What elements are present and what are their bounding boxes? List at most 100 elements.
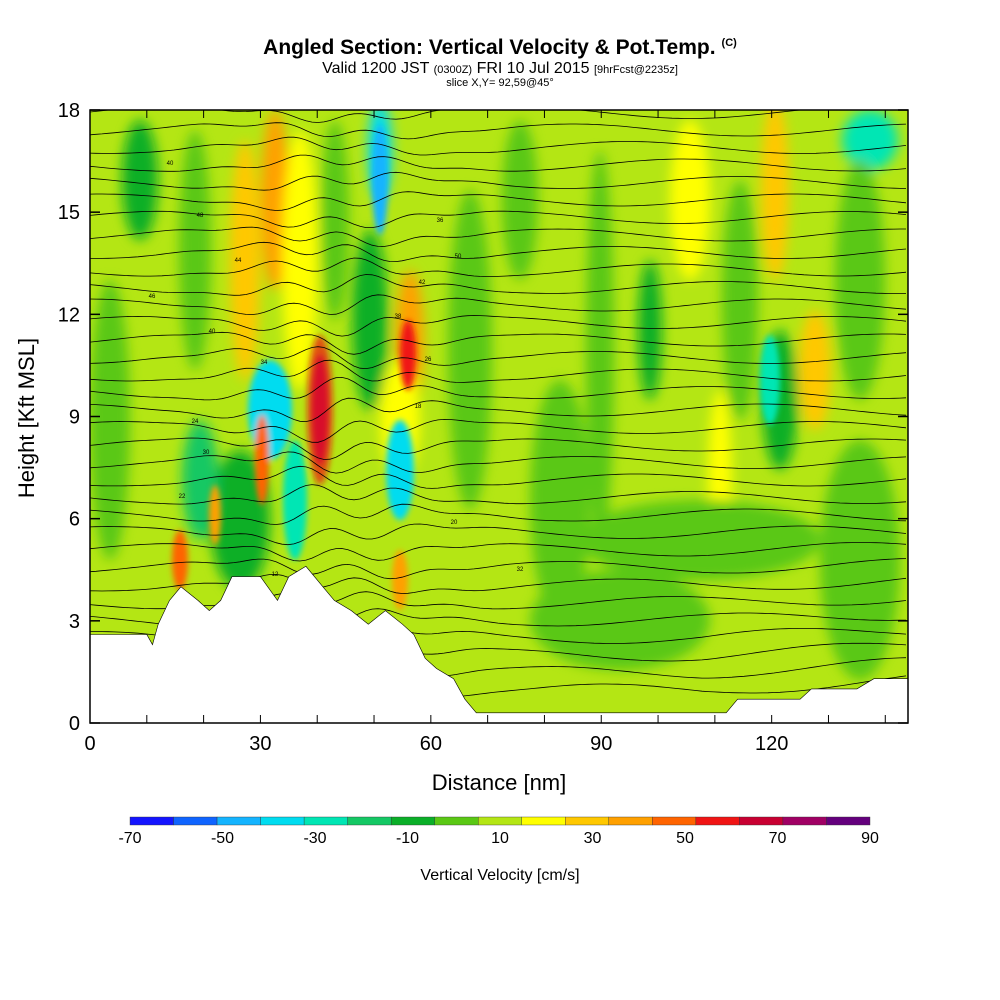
theta-contour — [90, 451, 907, 474]
theta-contour — [90, 397, 907, 423]
contour-label: 12 — [272, 572, 279, 578]
colorbar-swatch — [608, 816, 653, 826]
y-tick-label: 9 — [69, 407, 80, 429]
colorbar-swatch — [478, 816, 522, 826]
colorbar-swatch — [303, 816, 348, 826]
theta-contour — [90, 154, 907, 172]
theta-contour — [90, 226, 906, 247]
contour-label: 40 — [209, 329, 216, 335]
y-tick-label: 18 — [58, 100, 80, 122]
theta-contour — [90, 136, 907, 156]
contour-labels: 40 48 44 46 40 34 24 30 22 12 36 50 42 38 26 18 20 32 — [149, 161, 524, 578]
valid-zulu: (0300Z) — [433, 64, 473, 76]
valid-time-line: Valid 1200 JST (0300Z) FRI 10 Jul 2015 [… — [0, 60, 1000, 78]
contour-label: 40 — [167, 161, 174, 167]
contour-label: 30 — [203, 450, 210, 456]
colorbar-tick-label: -70 — [118, 830, 141, 847]
contour-label: 18 — [415, 404, 422, 410]
contour-label: 50 — [455, 254, 462, 260]
contour-label: 32 — [517, 567, 524, 573]
theta-contour — [90, 294, 907, 316]
theta-contour — [90, 503, 907, 525]
colorbar-swatch — [521, 816, 566, 826]
x-axis-ticks — [89, 110, 886, 723]
theta-contour — [90, 122, 907, 140]
theta-contour — [90, 210, 907, 228]
x-tick-label: 30 — [249, 733, 271, 755]
theta-contour — [90, 376, 907, 401]
colorbar-swatch — [565, 816, 610, 826]
colorbar-swatch — [695, 816, 740, 826]
x-axis-tick-labels: 0 30 60 90 120 — [84, 733, 788, 755]
colorbar-tick-label: -30 — [303, 830, 326, 847]
colorbar-tick-label: -10 — [396, 830, 419, 847]
terrain — [90, 565, 908, 723]
y-axis-tick-labels: 0 3 6 9 12 15 18 — [58, 100, 80, 735]
contour-label: 22 — [179, 494, 186, 500]
colorbar-tick-label: 10 — [491, 830, 509, 847]
y-tick-label: 6 — [69, 509, 80, 531]
theta-contour — [90, 171, 907, 191]
colorbar-swatch — [739, 816, 784, 826]
x-tick-label: 0 — [84, 733, 95, 755]
theta-contour — [90, 573, 907, 594]
valid-forecast: [9hrFcst@2235z] — [593, 64, 678, 76]
y-tick-label: 12 — [58, 304, 80, 326]
contour-label: 20 — [451, 520, 458, 526]
x-tick-label: 90 — [590, 733, 612, 755]
theta-contour — [90, 418, 907, 443]
contour-label: 26 — [425, 357, 432, 363]
theta-contour — [90, 331, 907, 355]
theta-contour — [90, 359, 907, 383]
x-axis-title: Distance [nm] — [432, 770, 567, 795]
y-axis-ticks — [90, 109, 908, 724]
colorbar-tick-labels: -70 -50 -30 -10 10 30 50 70 90 — [118, 830, 879, 847]
y-axis-title: Height [Kft MSL] — [14, 338, 39, 498]
colorbar-swatch — [390, 816, 435, 826]
colorbar-swatch — [652, 816, 697, 826]
theta-contour — [90, 558, 907, 580]
colorbar-title: Vertical Velocity [cm/s] — [420, 867, 579, 884]
colorbar-swatch — [260, 816, 305, 826]
theta-contour — [90, 241, 907, 263]
slice-info: slice X,Y= 92,59@45° — [446, 77, 554, 89]
colorbar-swatch — [216, 816, 261, 826]
contour-label: 34 — [261, 360, 268, 366]
theta-contour — [90, 257, 907, 277]
colorbar-swatch — [173, 816, 218, 826]
theta-contour — [90, 437, 907, 460]
contour-label: 24 — [192, 419, 199, 425]
y-tick-label: 3 — [69, 611, 80, 633]
colorbar-tick-label: 70 — [769, 830, 787, 847]
colorbar-tick-label: 30 — [584, 830, 602, 847]
theta-contour — [90, 465, 907, 489]
theta-contour — [90, 346, 907, 370]
theta-contour — [90, 274, 907, 296]
contour-label: 42 — [419, 280, 426, 286]
y-tick-label: 15 — [58, 202, 80, 224]
colorbar-swatch — [434, 816, 479, 826]
y-tick-label: 0 — [69, 713, 80, 735]
contour-label: 36 — [437, 218, 444, 224]
colorbar — [129, 816, 871, 826]
chart-title-mark: (C) — [721, 37, 737, 49]
theta-contour — [90, 315, 907, 337]
valid-date: FRI 10 Jul 2015 — [476, 60, 590, 77]
chart-title-text: Angled Section: Vertical Velocity & Pot.… — [263, 36, 716, 59]
valid-prefix: Valid 1200 JST — [322, 60, 430, 77]
x-tick-label: 60 — [420, 733, 442, 755]
contour-label: 46 — [149, 294, 156, 300]
colorbar-swatch — [826, 816, 871, 826]
contour-label: 48 — [197, 213, 204, 219]
contour-label: 44 — [235, 258, 242, 264]
theta-contour — [90, 484, 907, 505]
colorbar-swatch — [782, 816, 827, 826]
x-tick-label: 120 — [755, 733, 788, 755]
colorbar-tick-label: 50 — [676, 830, 694, 847]
colorbar-tick-label: -50 — [211, 830, 234, 847]
theta-contour — [90, 542, 907, 562]
colorbar-swatch — [129, 816, 174, 826]
chart-title: Angled Section: Vertical Velocity & Pot.… — [0, 36, 1000, 60]
colorbar-swatch — [347, 816, 392, 826]
